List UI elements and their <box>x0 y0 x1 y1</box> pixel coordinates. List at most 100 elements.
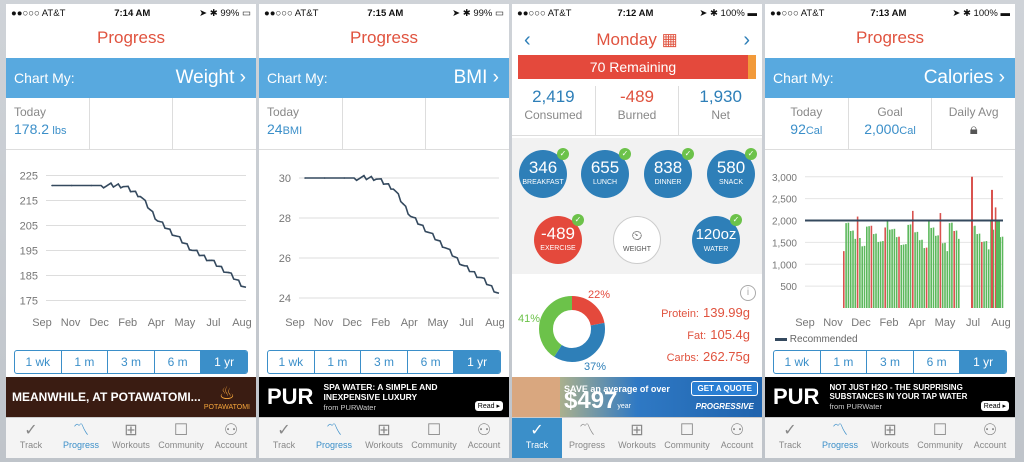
tab-account[interactable]: ⚇ Account <box>459 418 509 458</box>
calorie-bar <box>983 241 985 308</box>
calorie-bar <box>937 235 939 308</box>
check-icon: ✓ <box>557 148 569 160</box>
range-1m[interactable]: 1 m <box>315 351 362 373</box>
water-button[interactable]: 120oz WATER ✓ <box>692 214 742 264</box>
tab-progress[interactable]: 〽 Progress <box>56 418 106 458</box>
status-bar: ●●○○○ AT&T 7:13 AM ➤ ✱ 100% ▬ <box>765 4 1015 22</box>
range-1m[interactable]: 1 m <box>821 351 868 373</box>
lock-icon[interactable]: 🔒︎ <box>969 121 978 138</box>
get-quote-button[interactable]: GET A QUOTE <box>691 380 758 396</box>
metric-selector[interactable]: BMI › <box>453 67 499 88</box>
calorie-bar <box>882 241 884 308</box>
today-label: Today <box>267 105 300 119</box>
calorie-bar <box>907 224 909 308</box>
tab-workouts[interactable]: ⊞ Workouts <box>612 418 662 458</box>
tab-community[interactable]: ☐ Community <box>156 418 206 458</box>
tab-account[interactable]: ⚇ Account <box>965 418 1015 458</box>
weight-chart: 175 185 195 205 215 225 Sep Nov Dec Feb Apr May Jul A… <box>6 158 256 338</box>
y-tick-label: 1,000 <box>772 260 797 271</box>
range-1yr[interactable]: 1 yr <box>454 351 500 373</box>
tab-community[interactable]: ☐ Community <box>915 418 965 458</box>
ad-banner[interactable]: MEANWHILE, AT POTAWATOMI... ♨ POTAWATOMI <box>6 377 256 417</box>
tab-workouts[interactable]: ⊞ Workouts <box>865 418 915 458</box>
read-button[interactable]: Read ▸ <box>980 401 1009 411</box>
calorie-bar <box>866 226 868 308</box>
range-1m[interactable]: 1 m <box>62 351 109 373</box>
y-tick-label: 24 <box>279 293 291 305</box>
phone-daily-track: ●●○○○ AT&T 7:12 AM ➤ ✱ 100% ▬ ‹ Monday ▦… <box>512 4 762 458</box>
x-tick-label: Aug <box>232 317 252 329</box>
calorie-bar <box>953 231 955 308</box>
net-stat: 1,930 Net <box>699 87 742 122</box>
tab-workouts[interactable]: ⊞ Workouts <box>359 418 409 458</box>
calorie-bar <box>847 222 850 308</box>
data-point <box>208 259 210 262</box>
tab-community[interactable]: ☐ Community <box>409 418 459 458</box>
data-point <box>304 177 306 179</box>
tab-bar: ✓ Track 〽 Progress ⊞ Workouts ☐ Community ⚇ A… <box>512 417 762 458</box>
range-1yr[interactable]: 1 yr <box>960 351 1006 373</box>
range-3m[interactable]: 3 m <box>108 351 155 373</box>
exercise-button[interactable]: -489 EXERCISE ✓ <box>534 214 584 264</box>
ad-banner[interactable]: SAVE an average of over $497year GET A QU… <box>512 377 762 417</box>
calorie-bar <box>879 241 882 308</box>
calorie-bar <box>939 213 942 308</box>
ad-banner[interactable]: PUR NOT JUST H2O - THE SURPRISING SUBSTA… <box>765 377 1015 417</box>
tab-track[interactable]: ✓ Track <box>6 418 56 458</box>
remaining-bar: 70 Remaining <box>518 55 756 79</box>
metric-selector[interactable]: Calories › <box>923 67 1005 88</box>
y-tick-label: 28 <box>279 213 291 225</box>
trend-icon: 〽 <box>578 422 595 439</box>
chart-my-selector[interactable]: Chart My: BMI › <box>259 58 509 98</box>
tab-workouts[interactable]: ⊞ Workouts <box>106 418 156 458</box>
range-1wk[interactable]: 1 wk <box>15 351 62 373</box>
lunch-button[interactable]: 655 LUNCH ✓ <box>581 148 631 198</box>
tab-track[interactable]: ✓ Track <box>765 418 815 458</box>
ad-text: MEANWHILE, AT POTAWATOMI... <box>12 390 201 404</box>
calorie-bar <box>849 231 852 308</box>
calorie-bar <box>856 216 859 308</box>
tab-track[interactable]: ✓ Track <box>512 418 562 458</box>
goal-stat: Goal 2,000Cal <box>849 98 933 149</box>
calories-chart: 500 1,000 1,500 2,000 2,500 3,000 Sep Nov Dec Feb… <box>765 158 1015 338</box>
chart-my-selector[interactable]: Chart My: Calories › <box>765 58 1015 98</box>
chevron-right-icon[interactable]: › <box>743 28 750 51</box>
range-3m[interactable]: 3 m <box>361 351 408 373</box>
info-icon[interactable]: i <box>740 285 756 301</box>
range-1yr[interactable]: 1 yr <box>201 351 247 373</box>
chevron-left-icon[interactable]: ‹ <box>524 28 531 51</box>
day-title[interactable]: Monday ▦ <box>596 30 678 49</box>
x-tick-label: Nov <box>314 317 334 329</box>
x-tick-label: May <box>174 317 195 329</box>
ad-banner[interactable]: PUR SPA WATER: A SIMPLE AND INEXPENSIVE … <box>259 377 509 417</box>
tab-progress[interactable]: 〽 Progress <box>815 418 865 458</box>
metric-selector[interactable]: Weight › <box>175 67 246 88</box>
range-6m[interactable]: 6 m <box>408 351 455 373</box>
dumbbell-icon: ⊞ <box>630 422 644 439</box>
range-selector: 1 wk 1 m 3 m 6 m 1 yr <box>267 350 501 374</box>
read-button[interactable]: Read ▸ <box>474 401 503 411</box>
chart-legend: Recommended <box>775 334 858 345</box>
tab-progress[interactable]: 〽 Progress <box>562 418 612 458</box>
tab-track[interactable]: ✓ Track <box>259 418 309 458</box>
tab-progress[interactable]: 〽 Progress <box>309 418 359 458</box>
range-1wk[interactable]: 1 wk <box>774 351 821 373</box>
today-stat: Today 178.2 lbs <box>6 98 90 149</box>
phone-weight-progress: ●●○○○ AT&T 7:14 AM ➤ ✱ 99% ▭ Progress Ch… <box>6 4 256 458</box>
tab-community[interactable]: ☐ Community <box>662 418 712 458</box>
calorie-bar <box>884 227 886 308</box>
range-3m[interactable]: 3 m <box>867 351 914 373</box>
breakfast-button[interactable]: 346 BREAKFAST ✓ <box>519 148 569 198</box>
range-1wk[interactable]: 1 wk <box>268 351 315 373</box>
range-6m[interactable]: 6 m <box>155 351 202 373</box>
calorie-bar <box>923 248 926 308</box>
chart-my-selector[interactable]: Chart My: Weight › <box>6 58 256 98</box>
snack-button[interactable]: 580 SNACK ✓ <box>707 148 757 198</box>
tab-account[interactable]: ⚇ Account <box>712 418 762 458</box>
calorie-bar <box>893 228 896 308</box>
dinner-button[interactable]: 838 DINNER ✓ <box>644 148 694 198</box>
tab-account[interactable]: ⚇ Account <box>206 418 256 458</box>
calorie-bar <box>900 245 903 308</box>
range-6m[interactable]: 6 m <box>914 351 961 373</box>
weight-button[interactable]: ⏲ WEIGHT <box>613 216 661 264</box>
